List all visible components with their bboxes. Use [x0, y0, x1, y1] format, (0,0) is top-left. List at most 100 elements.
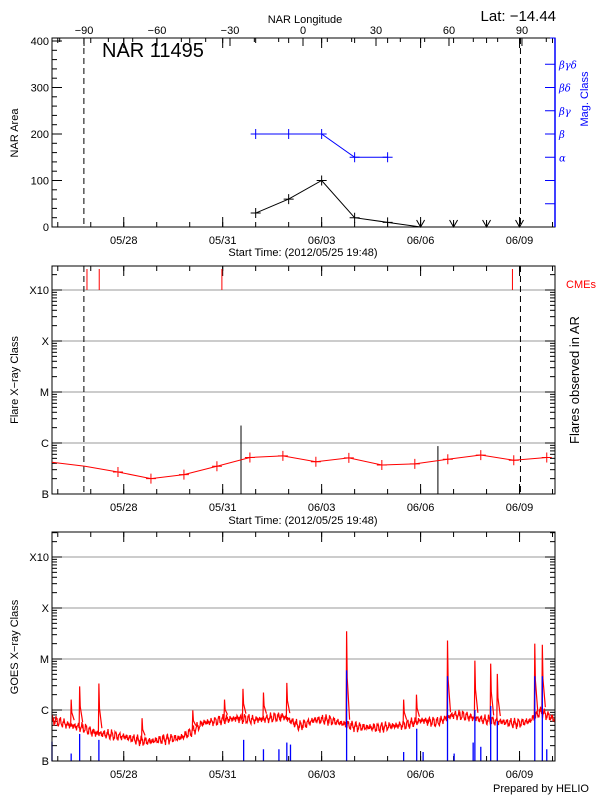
x-tick-label: 05/31	[209, 502, 237, 514]
flare-background-point	[310, 456, 321, 467]
x-tick-label: 06/06	[407, 769, 435, 781]
goes-long-flare-peak	[402, 699, 408, 725]
flare-background-point	[541, 452, 552, 463]
nar-area-zero-marker	[449, 219, 459, 229]
goes-long-flare-peak	[78, 686, 84, 728]
mag-class-point	[349, 152, 360, 163]
mag-class-tick-label: β	[558, 130, 565, 141]
y-tick-label: 0	[43, 222, 49, 234]
goes-long-flare-peak	[241, 688, 247, 719]
goes-long-flare-peak	[223, 699, 229, 720]
mag-class-point	[283, 129, 294, 139]
panel2-frame	[51, 265, 556, 495]
flare-background-point	[442, 454, 453, 465]
nar-area-zero-marker	[515, 219, 524, 229]
nar-area-zero-marker	[482, 219, 491, 229]
x-tick-label: 05/31	[209, 235, 237, 247]
x-tick-label: 06/09	[506, 502, 534, 514]
goes-long-flare-peak	[415, 694, 421, 722]
mag-class-tick-label: βγδ	[558, 60, 577, 71]
nar-area-point	[382, 217, 393, 228]
nar-area-point	[316, 175, 327, 186]
x-tick-label: 05/28	[110, 502, 138, 514]
y-tick-label: 300	[31, 83, 49, 95]
goes-long-flare-peak	[140, 718, 146, 741]
panel3-frame	[51, 531, 556, 762]
x-tick-label: 06/06	[407, 502, 435, 514]
y-tick-label: M	[40, 654, 49, 666]
goes-long-flare-peak	[285, 682, 291, 719]
y-tick-label: X10	[29, 285, 49, 297]
mag-class-point	[382, 152, 393, 163]
nar-area-point	[250, 208, 261, 219]
y-tick-label: X	[42, 336, 50, 348]
x-tick-label: 06/09	[506, 235, 534, 247]
mag-class-tick-label: α	[559, 153, 566, 164]
flare-background-point	[178, 469, 189, 480]
panel1-frame	[51, 37, 556, 228]
nar-area-point	[349, 212, 360, 223]
x-tick-label: 06/03	[308, 502, 336, 514]
top-tick-label: 0	[300, 25, 306, 37]
y-tick-label: B	[42, 756, 49, 768]
flare-background-point	[376, 460, 387, 471]
goes-long-channel-line	[51, 706, 556, 747]
panel1-y2label: Mag. Class	[579, 71, 591, 127]
flare-background-point	[409, 458, 420, 469]
x-tick-label: 05/31	[209, 769, 237, 781]
credit-label: Prepared by HELIO	[493, 783, 589, 795]
goes-long-flare-peak	[496, 673, 501, 722]
x-tick-label: 06/03	[308, 235, 336, 247]
top-tick-label: −90	[75, 25, 94, 37]
panel1-xlabel: Start Time: (2012/05/25 19:48)	[228, 247, 377, 259]
flare-background-line	[51, 454, 547, 480]
x-tick-label: 06/09	[506, 769, 534, 781]
x-tick-label: 06/06	[407, 235, 435, 247]
top-tick-label: 90	[516, 25, 528, 37]
goes-long-flare-peak	[97, 683, 103, 734]
flare-background-point	[211, 461, 222, 472]
panel3-ylabel: GOES X−ray Class	[9, 599, 21, 694]
latitude-label: Lat: −14.44	[481, 8, 556, 25]
top-tick-label: 30	[370, 25, 382, 37]
flare-background-point	[145, 473, 156, 484]
flare-background-point	[343, 452, 354, 463]
goes-long-flare-peak	[473, 660, 479, 718]
cme-label: CMEs	[566, 279, 596, 291]
nar-area-point	[283, 194, 294, 205]
y-tick-label: B	[42, 489, 49, 501]
goes-long-flare-peak	[191, 710, 197, 731]
y-tick-label: 400	[31, 36, 49, 48]
mag-class-point	[316, 129, 327, 139]
y-tick-label: C	[41, 438, 49, 450]
flare-background-point	[508, 455, 519, 466]
panel2-y2label: Flares observed in AR	[567, 316, 582, 444]
panel1-title: NAR 11495	[102, 40, 204, 62]
mag-class-point	[250, 129, 261, 139]
y-tick-label: C	[41, 705, 49, 717]
nar-area-zero-marker	[416, 219, 426, 229]
y-tick-label: 100	[31, 176, 49, 188]
top-tick-label: 60	[443, 25, 455, 37]
panel2-xlabel: Start Time: (2012/05/25 19:48)	[228, 515, 377, 527]
x-tick-label: 06/03	[308, 769, 336, 781]
flare-background-point	[475, 450, 486, 461]
panel2-ylabel: Flare X−ray Class	[9, 336, 21, 424]
y-tick-label: M	[40, 387, 49, 399]
flare-background-point	[112, 467, 123, 477]
mag-class-tick-label: βγ	[558, 107, 571, 118]
y-tick-label: X	[42, 603, 50, 615]
goes-long-flare-peak	[262, 692, 268, 719]
top-tick-label: −30	[221, 25, 240, 37]
top-tick-label: −60	[148, 25, 167, 37]
goes-long-flare-peak	[489, 663, 495, 721]
flare-background-point	[277, 450, 288, 461]
x-tick-label: 05/28	[110, 769, 138, 781]
y-tick-label: 200	[31, 129, 49, 141]
panel1-ylabel: NAR Area	[9, 108, 21, 158]
mag-class-tick-label: βδ	[558, 84, 571, 95]
x-tick-label: 05/28	[110, 235, 138, 247]
panel1-top-axis-label: NAR Longitude	[268, 14, 343, 26]
